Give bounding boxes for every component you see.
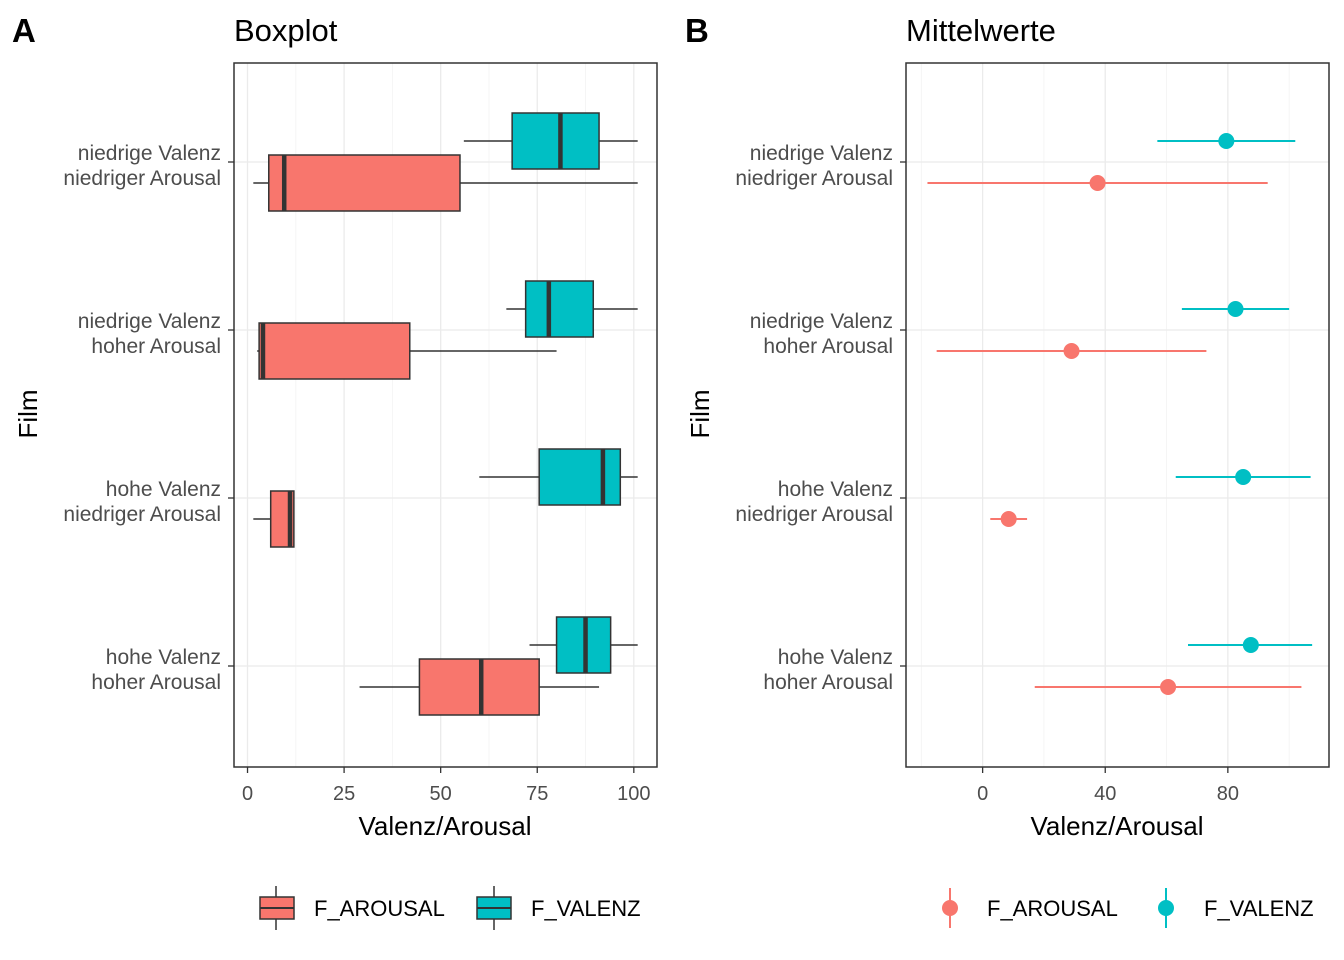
box-f-arousal xyxy=(268,154,461,212)
panel-tag-a: A xyxy=(12,12,36,49)
y-tick-label: niedrige Valenz xyxy=(78,142,221,165)
point-f-arousal-mean xyxy=(1000,511,1017,527)
point-f-valenz-mean xyxy=(1227,301,1244,317)
y-tick-label: hoher Arousal xyxy=(91,671,221,694)
box-f-valenz xyxy=(538,448,622,506)
y-axis-label-a: Film xyxy=(13,389,43,438)
legend-key-f-valenz-box xyxy=(476,886,512,930)
y-tick-label: niedrige Valenz xyxy=(750,142,893,165)
panel-title-a: Boxplot xyxy=(234,13,338,48)
x-tick-label: 40 xyxy=(1094,783,1116,805)
point-f-arousal-mean xyxy=(1089,175,1106,191)
x-axis-label-b: Valenz/Arousal xyxy=(1031,811,1204,841)
x-tick-label: 50 xyxy=(430,783,452,805)
y-tick-label: niedriger Arousal xyxy=(63,503,221,526)
box-f-valenz xyxy=(511,112,600,170)
y-tick-label: niedrige Valenz xyxy=(78,310,221,333)
legend-key-f-valenz-point xyxy=(1158,888,1174,928)
panel-title-b: Mittelwerte xyxy=(906,13,1056,48)
y-axis-label-b: Film xyxy=(685,389,715,438)
y-tick-label: hoher Arousal xyxy=(763,335,893,358)
legend-key-f-arousal-point xyxy=(942,888,958,928)
x-tick-label: 80 xyxy=(1217,783,1239,805)
legend-label-f-arousal-b: F_AROUSAL xyxy=(987,896,1118,921)
point-f-arousal-mean xyxy=(1063,343,1080,359)
point-f-valenz-mean xyxy=(1242,637,1259,653)
legend-label-f-valenz: F_VALENZ xyxy=(531,896,641,921)
y-tick-label: niedrige Valenz xyxy=(750,310,893,333)
legend-a: F_AROUSAL F_VALENZ xyxy=(259,886,641,930)
point-f-arousal-mean xyxy=(1160,679,1177,695)
panel-border xyxy=(233,62,658,768)
legend-key-f-arousal-box xyxy=(259,886,295,930)
box-f-valenz xyxy=(524,280,595,338)
y-tick-label: niedriger Arousal xyxy=(735,503,893,526)
point-f-valenz-mean xyxy=(1235,469,1252,485)
legend-label-f-valenz-b: F_VALENZ xyxy=(1204,896,1314,921)
y-tick-label: hohe Valenz xyxy=(106,646,221,669)
box-f-arousal xyxy=(258,322,411,380)
panel-tag-b: B xyxy=(685,12,709,49)
y-tick-label: niedriger Arousal xyxy=(735,167,893,190)
panel-border xyxy=(905,62,1330,768)
y-tick-label: hohe Valenz xyxy=(106,478,221,501)
x-tick-label: 75 xyxy=(526,783,548,805)
y-tick-label: niedriger Arousal xyxy=(63,167,221,190)
legend-label-f-arousal: F_AROUSAL xyxy=(314,896,445,921)
point-f-valenz-mean xyxy=(1218,133,1235,149)
y-tick-label: hoher Arousal xyxy=(763,671,893,694)
legend-b: F_AROUSAL F_VALENZ xyxy=(942,888,1314,928)
x-tick-label: 100 xyxy=(617,783,650,805)
y-tick-label: hohe Valenz xyxy=(778,646,893,669)
y-tick-label: hohe Valenz xyxy=(778,478,893,501)
x-axis-label-a: Valenz/Arousal xyxy=(359,811,532,841)
x-tick-label: 25 xyxy=(333,783,355,805)
x-tick-label: 0 xyxy=(242,783,253,805)
x-tick-label: 0 xyxy=(977,783,988,805)
y-tick-label: hoher Arousal xyxy=(91,335,221,358)
